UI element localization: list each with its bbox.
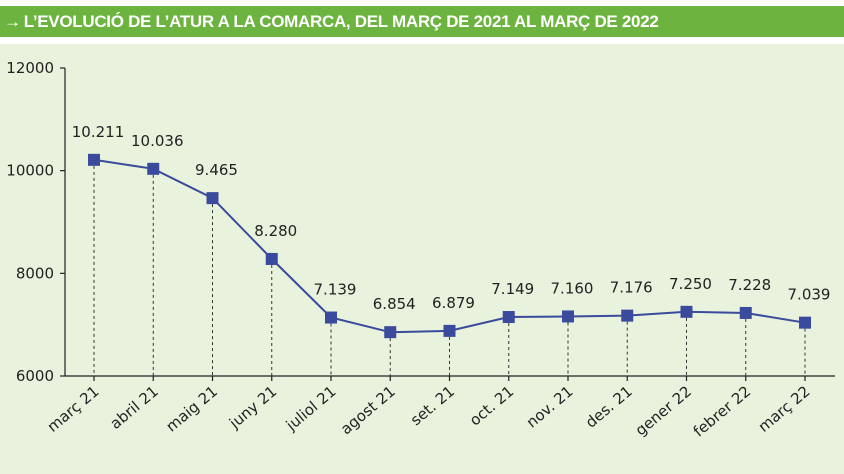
y-tick-label: 10000 [6,162,54,180]
data-point [443,324,456,337]
data-label: 7.160 [551,279,594,297]
chart-title: L’EVOLUCIÓ DE L’ATUR A LA COMARCA, DEL M… [23,11,659,31]
y-tick-label: 12000 [6,59,54,77]
data-label: 9.465 [195,161,238,179]
data-label: 6.879 [432,294,475,312]
dotted-guides [93,159,806,381]
data-label: 8.280 [254,222,297,240]
data-point [147,162,160,175]
y-tick-label: 8000 [16,264,54,282]
data-point [265,252,278,265]
y-tick-label: 6000 [16,367,54,385]
data-point [502,311,515,324]
data-point [88,153,100,166]
arrow-icon: → [4,11,21,31]
data-point [680,305,693,318]
data-point [739,306,752,319]
data-label: 6.854 [373,295,416,313]
data-point [799,316,811,329]
data-label: 7.228 [728,276,771,294]
data-label: 7.176 [610,279,653,297]
data-point [384,326,397,339]
markers [88,153,811,339]
data-point [325,311,337,324]
data-label: 7.149 [491,280,534,298]
data-label: 10.036 [131,132,184,150]
data-label: 7.250 [669,275,712,293]
data-point [562,310,574,323]
data-label: 10.211 [72,123,125,141]
data-label: 7.139 [314,281,357,299]
chart-title-bar: → L’EVOLUCIÓ DE L’ATUR A LA COMARCA, DEL… [0,6,844,37]
data-label: 7.039 [788,286,831,304]
data-point [621,309,634,322]
data-point [206,192,219,205]
plot-background [0,44,844,474]
data-labels: 10.211 10.036 9.465 8.280 7.139 6.854 6.879 7.1… [72,123,831,313]
